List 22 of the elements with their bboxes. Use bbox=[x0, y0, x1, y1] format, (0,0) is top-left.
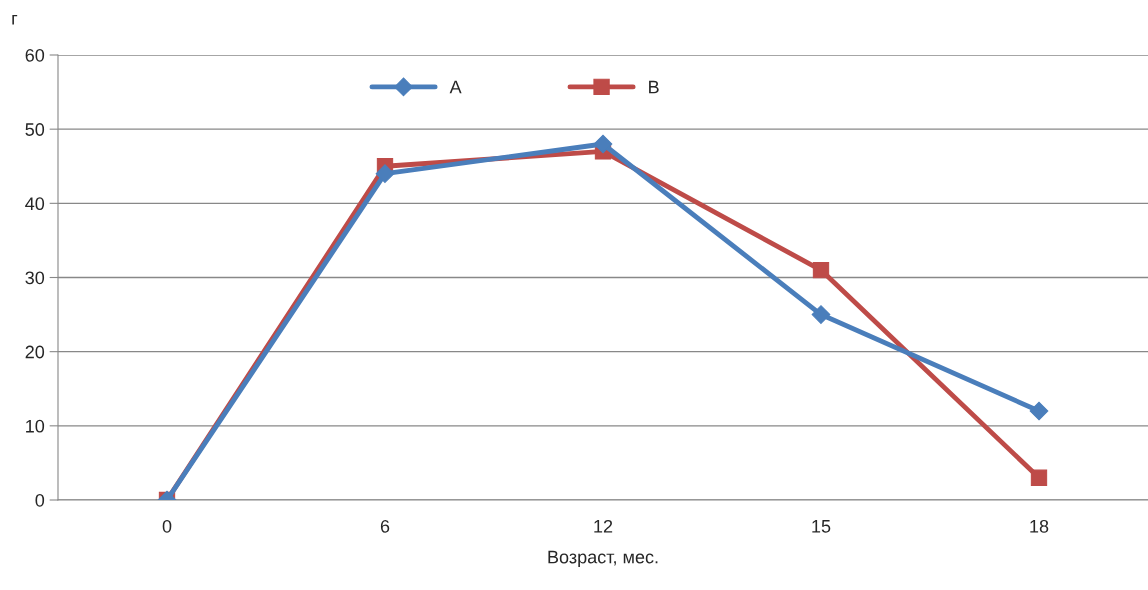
legend-label: B bbox=[649, 80, 659, 94]
x-tick-label: 15 bbox=[812, 520, 831, 533]
point bbox=[812, 261, 830, 279]
x-tick-label: 6 bbox=[380, 519, 390, 533]
y-tick-label: 0 bbox=[35, 493, 45, 507]
point bbox=[1029, 401, 1049, 421]
y-tick-label: 20 bbox=[25, 345, 45, 359]
y-tick-label: 60 bbox=[25, 48, 45, 62]
x-tick-label: 18 bbox=[1030, 519, 1049, 533]
y-tick-label: 30 bbox=[25, 271, 45, 285]
x-tick-label: 12 bbox=[594, 519, 613, 533]
y-tick-label: 40 bbox=[25, 197, 45, 211]
point bbox=[593, 134, 613, 154]
point bbox=[375, 164, 395, 184]
x-tick-label: 0 bbox=[162, 519, 172, 533]
y-tick-label: 10 bbox=[26, 419, 45, 433]
point bbox=[811, 305, 831, 324]
point bbox=[1030, 469, 1048, 486]
x-axis-title: Возраст, мес. bbox=[548, 550, 658, 567]
legend-label: A bbox=[449, 80, 462, 94]
y-tick-label: 50 bbox=[25, 123, 45, 136]
y-axis-title: г bbox=[12, 15, 18, 25]
